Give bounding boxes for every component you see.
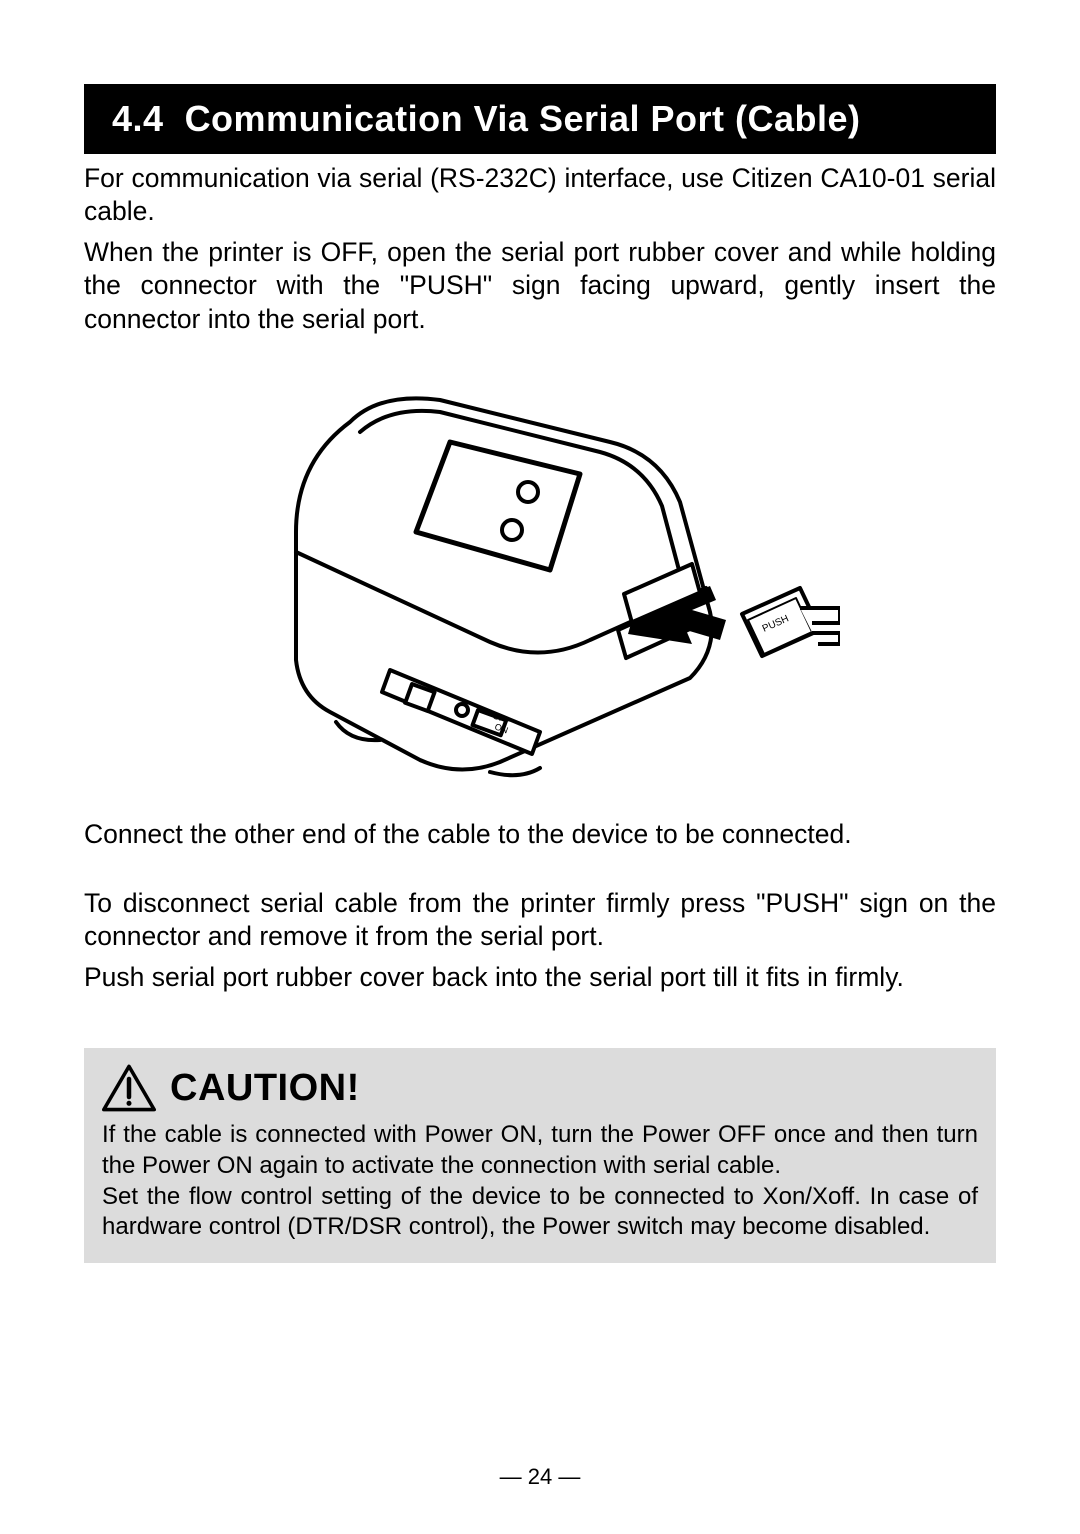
paragraph-disconnect-1: To disconnect serial cable from the prin… bbox=[84, 887, 996, 953]
caution-title: CAUTION! bbox=[170, 1067, 360, 1110]
section-heading: 4.4 Communication Via Serial Port (Cable… bbox=[84, 84, 996, 154]
paragraph-connect: Connect the other end of the cable to th… bbox=[84, 818, 996, 851]
caution-body-2: Set the flow control setting of the devi… bbox=[102, 1182, 978, 1243]
section-title: Communication Via Serial Port (Cable) bbox=[185, 98, 861, 139]
paragraph-intro-2: When the printer is OFF, open the serial… bbox=[84, 236, 996, 335]
paragraph-disconnect-2: Push serial port rubber cover back into … bbox=[84, 961, 996, 994]
manual-page: 4.4 Communication Via Serial Port (Cable… bbox=[0, 0, 1080, 1534]
caution-header: CAUTION! bbox=[102, 1064, 978, 1112]
figure-container: ON OFF PUSH bbox=[84, 382, 996, 782]
caution-box: CAUTION! If the cable is connected with … bbox=[84, 1048, 996, 1263]
section-number: 4.4 bbox=[112, 98, 164, 139]
page-number: — 24 — bbox=[0, 1464, 1080, 1490]
printer-cable-illustration: ON OFF PUSH bbox=[240, 382, 840, 782]
caution-body-1: If the cable is connected with Power ON,… bbox=[102, 1120, 978, 1181]
paragraph-intro-1: For communication via serial (RS-232C) i… bbox=[84, 162, 996, 228]
warning-triangle-icon bbox=[102, 1064, 156, 1112]
